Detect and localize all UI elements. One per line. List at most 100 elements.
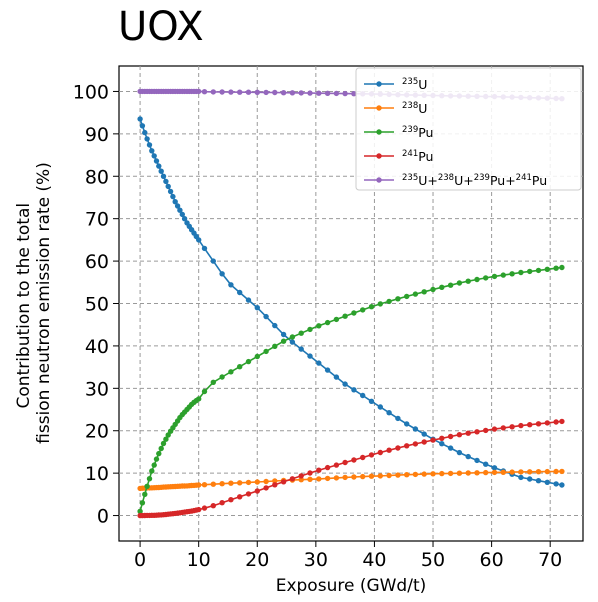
- data-point: [172, 199, 178, 205]
- data-point: [351, 91, 357, 97]
- data-point: [491, 426, 498, 432]
- data-point: [298, 90, 304, 96]
- data-point: [483, 427, 489, 434]
- data-point: [395, 296, 401, 302]
- data-point: [263, 313, 269, 320]
- data-point: [149, 148, 155, 154]
- data-point: [500, 469, 506, 475]
- data-point: [142, 129, 148, 136]
- data-point: [421, 471, 427, 477]
- data-point: [386, 298, 392, 305]
- data-point: [254, 89, 260, 96]
- y-tick-label: 60: [85, 251, 109, 273]
- y-axis-label: Contribution to the total fission neutro…: [14, 162, 54, 444]
- data-point: [527, 476, 533, 482]
- data-point: [544, 420, 550, 426]
- data-point: [342, 90, 348, 97]
- data-point: [158, 168, 164, 174]
- data-point: [201, 245, 208, 252]
- data-point: [447, 433, 454, 440]
- data-point: [360, 473, 366, 480]
- y-tick-label: 0: [97, 506, 109, 528]
- data-point: [289, 476, 296, 482]
- data-point: [544, 468, 550, 475]
- data-point: [509, 469, 515, 475]
- data-point: [196, 88, 202, 95]
- data-point: [298, 346, 304, 352]
- data-point: [201, 388, 208, 395]
- data-point: [196, 237, 202, 243]
- series-1: [137, 468, 565, 492]
- data-point: [196, 506, 202, 513]
- x-tick-label: 40: [362, 549, 386, 571]
- data-point: [351, 474, 357, 480]
- series-3: [137, 418, 565, 519]
- y-axis-ticks: 0 10 20 30 40 50 60 70 80 90 100: [73, 81, 119, 528]
- data-point: [553, 419, 559, 425]
- data-point: [377, 473, 383, 479]
- data-point: [174, 203, 181, 209]
- data-point: [263, 348, 269, 355]
- y-tick-label: 100: [73, 81, 109, 103]
- data-point: [237, 289, 243, 296]
- data-point: [228, 282, 234, 288]
- data-point: [298, 330, 304, 336]
- data-point: [196, 482, 202, 488]
- data-point: [307, 326, 313, 333]
- data-point: [210, 89, 216, 95]
- data-point: [518, 269, 524, 276]
- data-point: [219, 481, 225, 487]
- data-point: [404, 443, 410, 449]
- data-point: [163, 436, 169, 442]
- data-point: [447, 282, 454, 288]
- data-point: [395, 472, 401, 478]
- data-point: [142, 491, 148, 497]
- data-point: [245, 89, 252, 95]
- data-point: [254, 353, 260, 360]
- data-point: [412, 441, 419, 447]
- data-point: [518, 474, 524, 481]
- data-point: [342, 459, 348, 466]
- data-point: [412, 291, 419, 297]
- data-point: [333, 462, 340, 468]
- data-point: [324, 475, 331, 482]
- data-point: [474, 470, 480, 476]
- data-point: [137, 116, 143, 122]
- data-point: [201, 89, 208, 95]
- data-point: [535, 267, 542, 274]
- data-point: [544, 266, 550, 272]
- data-point: [386, 472, 392, 479]
- data-point: [368, 473, 375, 479]
- y-tick-label: 90: [85, 124, 109, 146]
- data-point: [333, 90, 340, 97]
- data-point: [386, 447, 392, 453]
- data-point: [219, 374, 225, 380]
- data-point: [146, 142, 153, 148]
- data-point: [553, 481, 559, 487]
- data-point: [280, 331, 287, 338]
- legend-label: 235U+238U+239Pu+241Pu: [402, 173, 547, 188]
- data-point: [351, 310, 357, 316]
- series-layer: [137, 88, 565, 519]
- data-point: [360, 392, 366, 399]
- legend: 235U 238U 239Pu 241Pu 235U+238U+239Pu+241Pu: [355, 67, 582, 191]
- data-point: [491, 469, 498, 476]
- data-point: [404, 472, 410, 478]
- data-point: [245, 358, 252, 365]
- data-point: [165, 183, 171, 190]
- legend-box: [355, 67, 582, 191]
- data-point: [170, 193, 176, 200]
- data-point: [333, 475, 340, 481]
- data-point: [324, 464, 331, 471]
- data-point: [263, 485, 269, 491]
- data-point: [144, 483, 150, 489]
- data-point: [412, 471, 419, 478]
- data-point: [395, 415, 401, 422]
- data-point: [439, 441, 445, 447]
- data-point: [181, 216, 188, 222]
- data-point: [351, 457, 357, 463]
- data-point: [430, 437, 436, 443]
- data-point: [146, 476, 153, 482]
- data-point: [527, 422, 533, 428]
- data-point: [395, 445, 401, 451]
